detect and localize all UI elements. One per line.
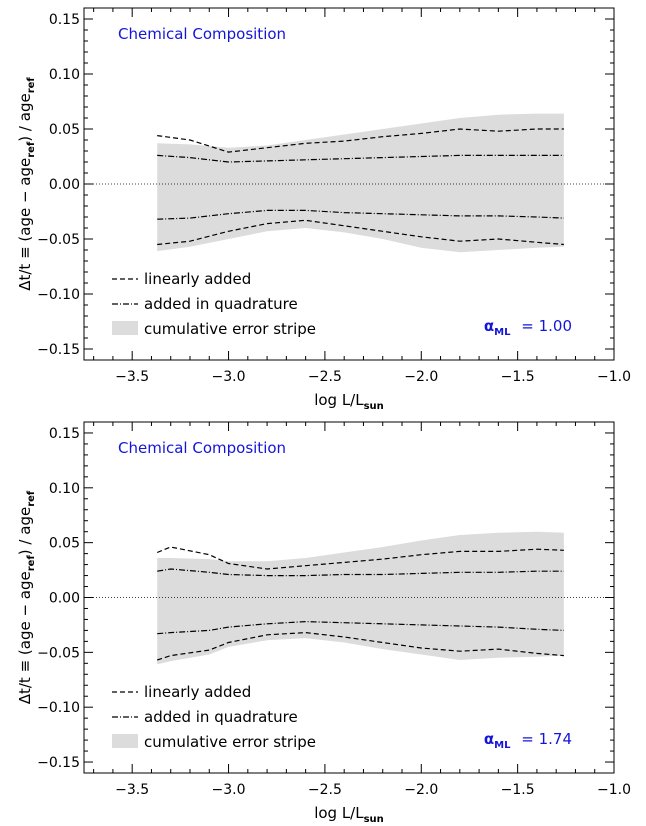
quadrature-line-upper [157,568,564,577]
x-tick-label: −1.5 [501,369,535,385]
linear-sum-line-lower [157,631,564,661]
legend-swatch-stripe [112,734,138,748]
y-axis-label-part: ) / age [16,507,34,555]
x-tick-label: −3.5 [115,369,149,385]
x-axis-label: log L/Lsun [314,804,384,825]
y-axis-label-sub: ref [26,77,37,94]
y-axis-label-part: Δt/t ≡ (age − age [16,571,34,704]
x-tick-label: −1.0 [597,369,631,385]
y-tick-label: 0.00 [49,591,80,607]
x-axis-label-sub: sun [364,814,384,825]
legend-label: added in quadrature [144,295,298,313]
quadrature-line-lower [157,620,564,635]
alpha-ml-annotation: αML = 1.00 [484,317,572,338]
y-axis-label-sub: ref [26,141,37,158]
y-tick-label: 0.05 [49,536,80,552]
legend-label: cumulative error stripe [144,733,316,751]
x-tick-label: −2.5 [308,782,342,798]
linear-sum-line-upper [157,128,564,153]
x-tick-label: −1.5 [501,782,535,798]
error-stripe-area [157,531,564,665]
y-tick-label: 0.15 [49,426,80,442]
y-axis-label: Δt/t ≡ (age − ageref) / ageref [16,490,37,704]
x-axis-label-sub: sun [364,401,384,412]
y-tick-label: 0.10 [49,67,80,83]
alpha-subscript: ML [494,327,511,338]
alpha-ml-annotation: αML = 1.74 [484,730,572,751]
y-axis-label-sub: ref [26,490,37,507]
y-tick-label: −0.10 [37,700,80,716]
alpha-value: = 1.74 [516,730,572,748]
quadrature-line-upper [157,154,564,163]
x-tick-label: −2.0 [404,782,438,798]
y-axis-label-sub: ref [26,555,37,572]
y-axis-label-part: ) / age [16,93,34,141]
x-tick-label: −1.0 [597,782,631,798]
legend-label: linearly added [144,683,251,701]
y-axis-label-part: Δt/t ≡ (age − age [16,158,34,291]
legend-label: added in quadrature [144,708,298,726]
alpha-subscript: ML [494,740,511,751]
x-axis-label: log L/Lsun [314,391,384,412]
x-axis-label-main: log L/L [314,391,364,409]
alpha-symbol: α [484,730,494,748]
linear-sum-line-upper [156,546,564,570]
y-tick-label: −0.05 [37,232,80,248]
error-stripe-area [157,113,564,253]
y-tick-label: −0.15 [37,755,80,771]
x-tick-label: −3.0 [212,369,246,385]
legend-swatch-stripe [112,321,138,335]
x-tick-label: −3.0 [212,782,246,798]
x-tick-label: −3.5 [115,782,149,798]
y-tick-label: −0.15 [37,342,80,358]
x-tick-label: −2.0 [404,369,438,385]
y-tick-label: 0.15 [49,12,80,28]
alpha-value: = 1.00 [516,317,572,335]
alpha-symbol: α [484,317,494,335]
linear-sum-line-lower [157,219,564,246]
chart-title: Chemical Composition [118,439,286,457]
y-tick-label: 0.05 [49,122,80,138]
y-tick-label: 0.00 [49,177,80,193]
legend-label: cumulative error stripe [144,320,316,338]
y-tick-label: −0.10 [37,287,80,303]
chart-panel-1: −3.5 −3.0 −2.5 −2.0 −1.5 −1.0 −0.15 −0.10 −0.05 0… [16,7,631,412]
y-tick-label: 0.10 [49,481,80,497]
chart-title: Chemical Composition [118,25,286,43]
x-axis-label-main: log L/L [314,804,364,822]
y-axis-label: Δt/t ≡ (age − ageref) / ageref [16,77,37,291]
y-tick-label: −0.05 [37,645,80,661]
chart-panel-2: −3.5 −3.0 −2.5 −2.0 −1.5 −1.0 −0.15 −0.10 −0.05 0… [16,421,631,825]
quadrature-line-lower [157,209,564,220]
legend-label: linearly added [144,270,251,288]
x-tick-label: −2.5 [308,369,342,385]
